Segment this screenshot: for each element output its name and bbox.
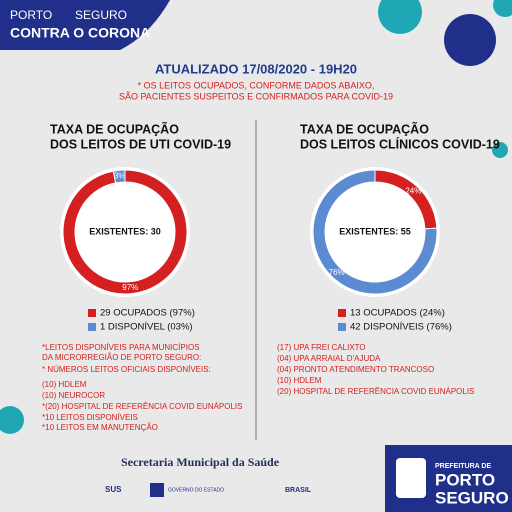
center-label: EXISTENTES: 30 bbox=[89, 226, 161, 236]
prefeitura: PREFEITURA DE bbox=[435, 463, 491, 470]
legend-swatch bbox=[338, 309, 346, 317]
value-label: 3% bbox=[114, 171, 126, 180]
note-line: (20) HOSPITAL DE REFERÊNCIA COVID EUNÁPO… bbox=[277, 387, 474, 396]
value-label: 97% bbox=[122, 283, 138, 292]
logo-icon bbox=[150, 483, 164, 497]
note-line: (04) UPA ARRAIAL D'AJUDA bbox=[277, 354, 381, 363]
coat-of-arms bbox=[396, 458, 426, 498]
note-line: (10) HDLEM bbox=[42, 380, 87, 389]
note-line: *10 LEITOS DISPONÍVEIS bbox=[42, 413, 138, 422]
right-notes: (17) UPA FREI CALIXTO (04) UPA ARRAIAL D'… bbox=[277, 343, 474, 396]
logo: SUS bbox=[105, 485, 122, 494]
note-line: *10 LEITOS EM MANUTENÇÃO bbox=[42, 423, 158, 432]
note-line: (10) HDLEM bbox=[277, 376, 322, 385]
prefeitura: PORTO bbox=[435, 470, 495, 489]
virus-decor bbox=[0, 0, 512, 434]
center-label: EXISTENTES: 55 bbox=[339, 226, 411, 236]
legend-label: 29 OCUPADOS (97%) bbox=[100, 308, 195, 319]
chart-title: DOS LEITOS DE UTI COVID-19 bbox=[50, 137, 231, 151]
value-label: 76% bbox=[329, 268, 345, 277]
legend-label: 1 DISPONÍVEL (03%) bbox=[100, 322, 193, 333]
note-line: (17) UPA FREI CALIXTO bbox=[277, 343, 366, 352]
note-line: *LEITOS DISPONÍVEIS PARA MUNICÍPIOS bbox=[42, 343, 200, 352]
prefeitura: SEGURO bbox=[435, 488, 509, 507]
donut-bg bbox=[60, 167, 190, 297]
brand: SEGURO bbox=[75, 8, 127, 22]
slice bbox=[62, 169, 188, 295]
updated: ATUALIZADO 17/08/2020 - 19H20 bbox=[155, 61, 357, 76]
note-line: (10) NEUROCOR bbox=[42, 391, 105, 400]
value-label: 24% bbox=[405, 186, 421, 195]
legend-swatch bbox=[338, 323, 346, 331]
legend-swatch bbox=[88, 323, 96, 331]
donut-bg bbox=[310, 167, 440, 297]
note-line: (04) PRONTO ATENDIMENTO TRANCOSO bbox=[277, 365, 434, 374]
logo: BRASIL bbox=[285, 487, 312, 494]
chart-title: TAXA DE OCUPAÇÃO bbox=[50, 121, 179, 136]
logo: GOVERNO DO ESTADO bbox=[168, 487, 224, 493]
banner bbox=[0, 0, 170, 50]
chart-title: TAXA DE OCUPAÇÃO bbox=[300, 121, 429, 136]
slice bbox=[112, 169, 126, 184]
brand-main: CONTRA O CORONA bbox=[10, 25, 150, 41]
chart-title: DOS LEITOS CLÍNICOS COVID-19 bbox=[300, 136, 500, 151]
note: * OS LEITOS OCUPADOS, CONFORME DADOS ABA… bbox=[138, 80, 375, 90]
secretaria: Secretaria Municipal da Saúde bbox=[121, 455, 280, 469]
legend-label: 13 OCUPADOS (24%) bbox=[350, 308, 445, 319]
note-line: * NÚMEROS LEITOS OFICIAIS DISPONÍVEIS: bbox=[42, 365, 211, 374]
brand: PORTO bbox=[10, 8, 52, 22]
note-line: DA MICRORREGIÃO DE PORTO SEGURO: bbox=[42, 353, 201, 362]
legend-swatch bbox=[88, 309, 96, 317]
note-line: *(20) HOSPITAL DE REFERÊNCIA COVID EUNÁP… bbox=[42, 402, 243, 411]
legend-label: 42 DISPONÍVEIS (76%) bbox=[350, 322, 452, 333]
slice bbox=[312, 169, 438, 295]
note: SÃO PACIENTES SUSPEITOS E CONFIRMADOS PA… bbox=[119, 91, 393, 101]
